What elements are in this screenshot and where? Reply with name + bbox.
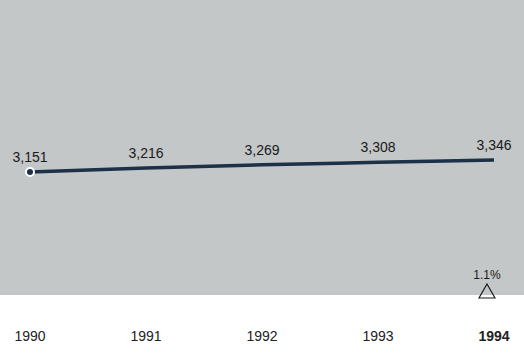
- svg-text:3,308: 3,308: [360, 139, 395, 155]
- svg-text:1993: 1993: [362, 328, 393, 344]
- svg-text:3,269: 3,269: [244, 142, 279, 158]
- svg-text:3,151: 3,151: [12, 149, 47, 165]
- svg-text:3,346: 3,346: [476, 137, 511, 153]
- svg-text:3,216: 3,216: [128, 145, 163, 161]
- html-text:1.1%: 1.1%: [473, 268, 501, 282]
- svg-text:1994: 1994: [478, 328, 509, 344]
- svg-text:1991: 1991: [130, 328, 161, 344]
- svg-text:1992: 1992: [246, 328, 277, 344]
- svg-text:1990: 1990: [14, 328, 45, 344]
